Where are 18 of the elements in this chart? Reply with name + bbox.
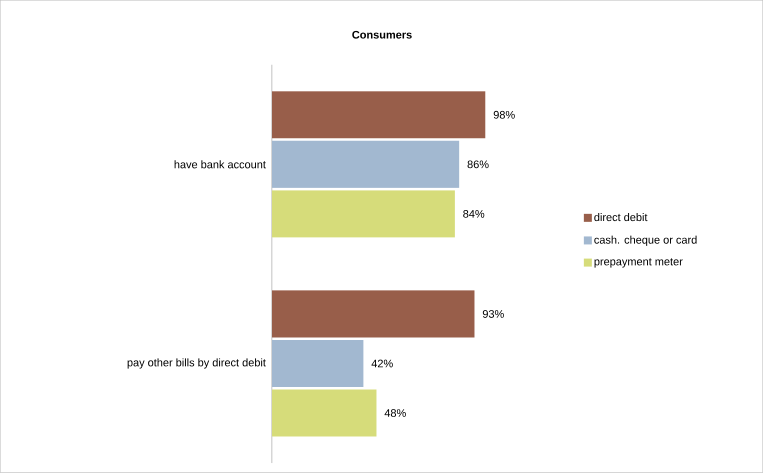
bar: [272, 390, 376, 437]
data-label: 98%: [494, 111, 515, 119]
data-label: 86%: [468, 160, 489, 168]
legend-label: direct debit: [594, 213, 648, 222]
bar: [272, 91, 486, 138]
legend-label: prepayment meter: [594, 258, 683, 268]
data-label: 84%: [463, 210, 484, 218]
y-tick-label: pay other bills by direct debit: [128, 358, 266, 369]
chart-title: Consumers: [352, 30, 412, 39]
data-label: 93%: [482, 310, 504, 318]
bar: [272, 340, 364, 388]
bar: [272, 290, 474, 338]
bar: [272, 190, 455, 238]
data-label: 48%: [384, 409, 406, 418]
legend-label: cash. cheque or card: [594, 236, 697, 246]
data-label: 42%: [372, 360, 393, 368]
bar: [272, 140, 460, 188]
y-tick-label: have bank account: [174, 160, 266, 168]
